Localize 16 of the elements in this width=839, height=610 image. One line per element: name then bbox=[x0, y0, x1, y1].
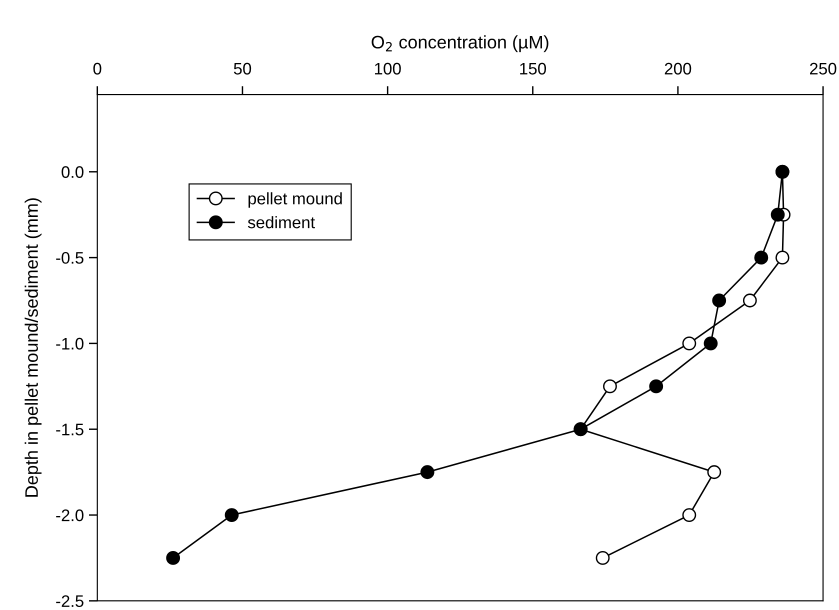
y-tick-label: -1.5 bbox=[56, 424, 84, 436]
legend-label: pellet mound bbox=[248, 192, 342, 208]
x-tick-label: 200 bbox=[664, 62, 692, 75]
y-tick-label: -0.5 bbox=[56, 252, 84, 264]
x-axis-title: O$_{2}$ concentration (µM) bbox=[372, 35, 548, 52]
y-tick-label: 0.0 bbox=[62, 166, 84, 178]
x-tick-label: 150 bbox=[520, 62, 546, 75]
y-axis-title: Depth in pellet mound/sediment (mm) bbox=[24, 198, 42, 497]
y-tick-label: -2.0 bbox=[56, 509, 84, 522]
y-tick-label: -1.0 bbox=[56, 338, 84, 350]
x-tick-label: 100 bbox=[374, 62, 401, 75]
x-tick-label: 50 bbox=[234, 62, 252, 75]
y-tick-label: -2.5 bbox=[56, 595, 84, 608]
x-tick-label: 0 bbox=[93, 62, 102, 75]
x-tick-label: 250 bbox=[810, 62, 836, 75]
legend-label: sediment bbox=[248, 216, 315, 228]
